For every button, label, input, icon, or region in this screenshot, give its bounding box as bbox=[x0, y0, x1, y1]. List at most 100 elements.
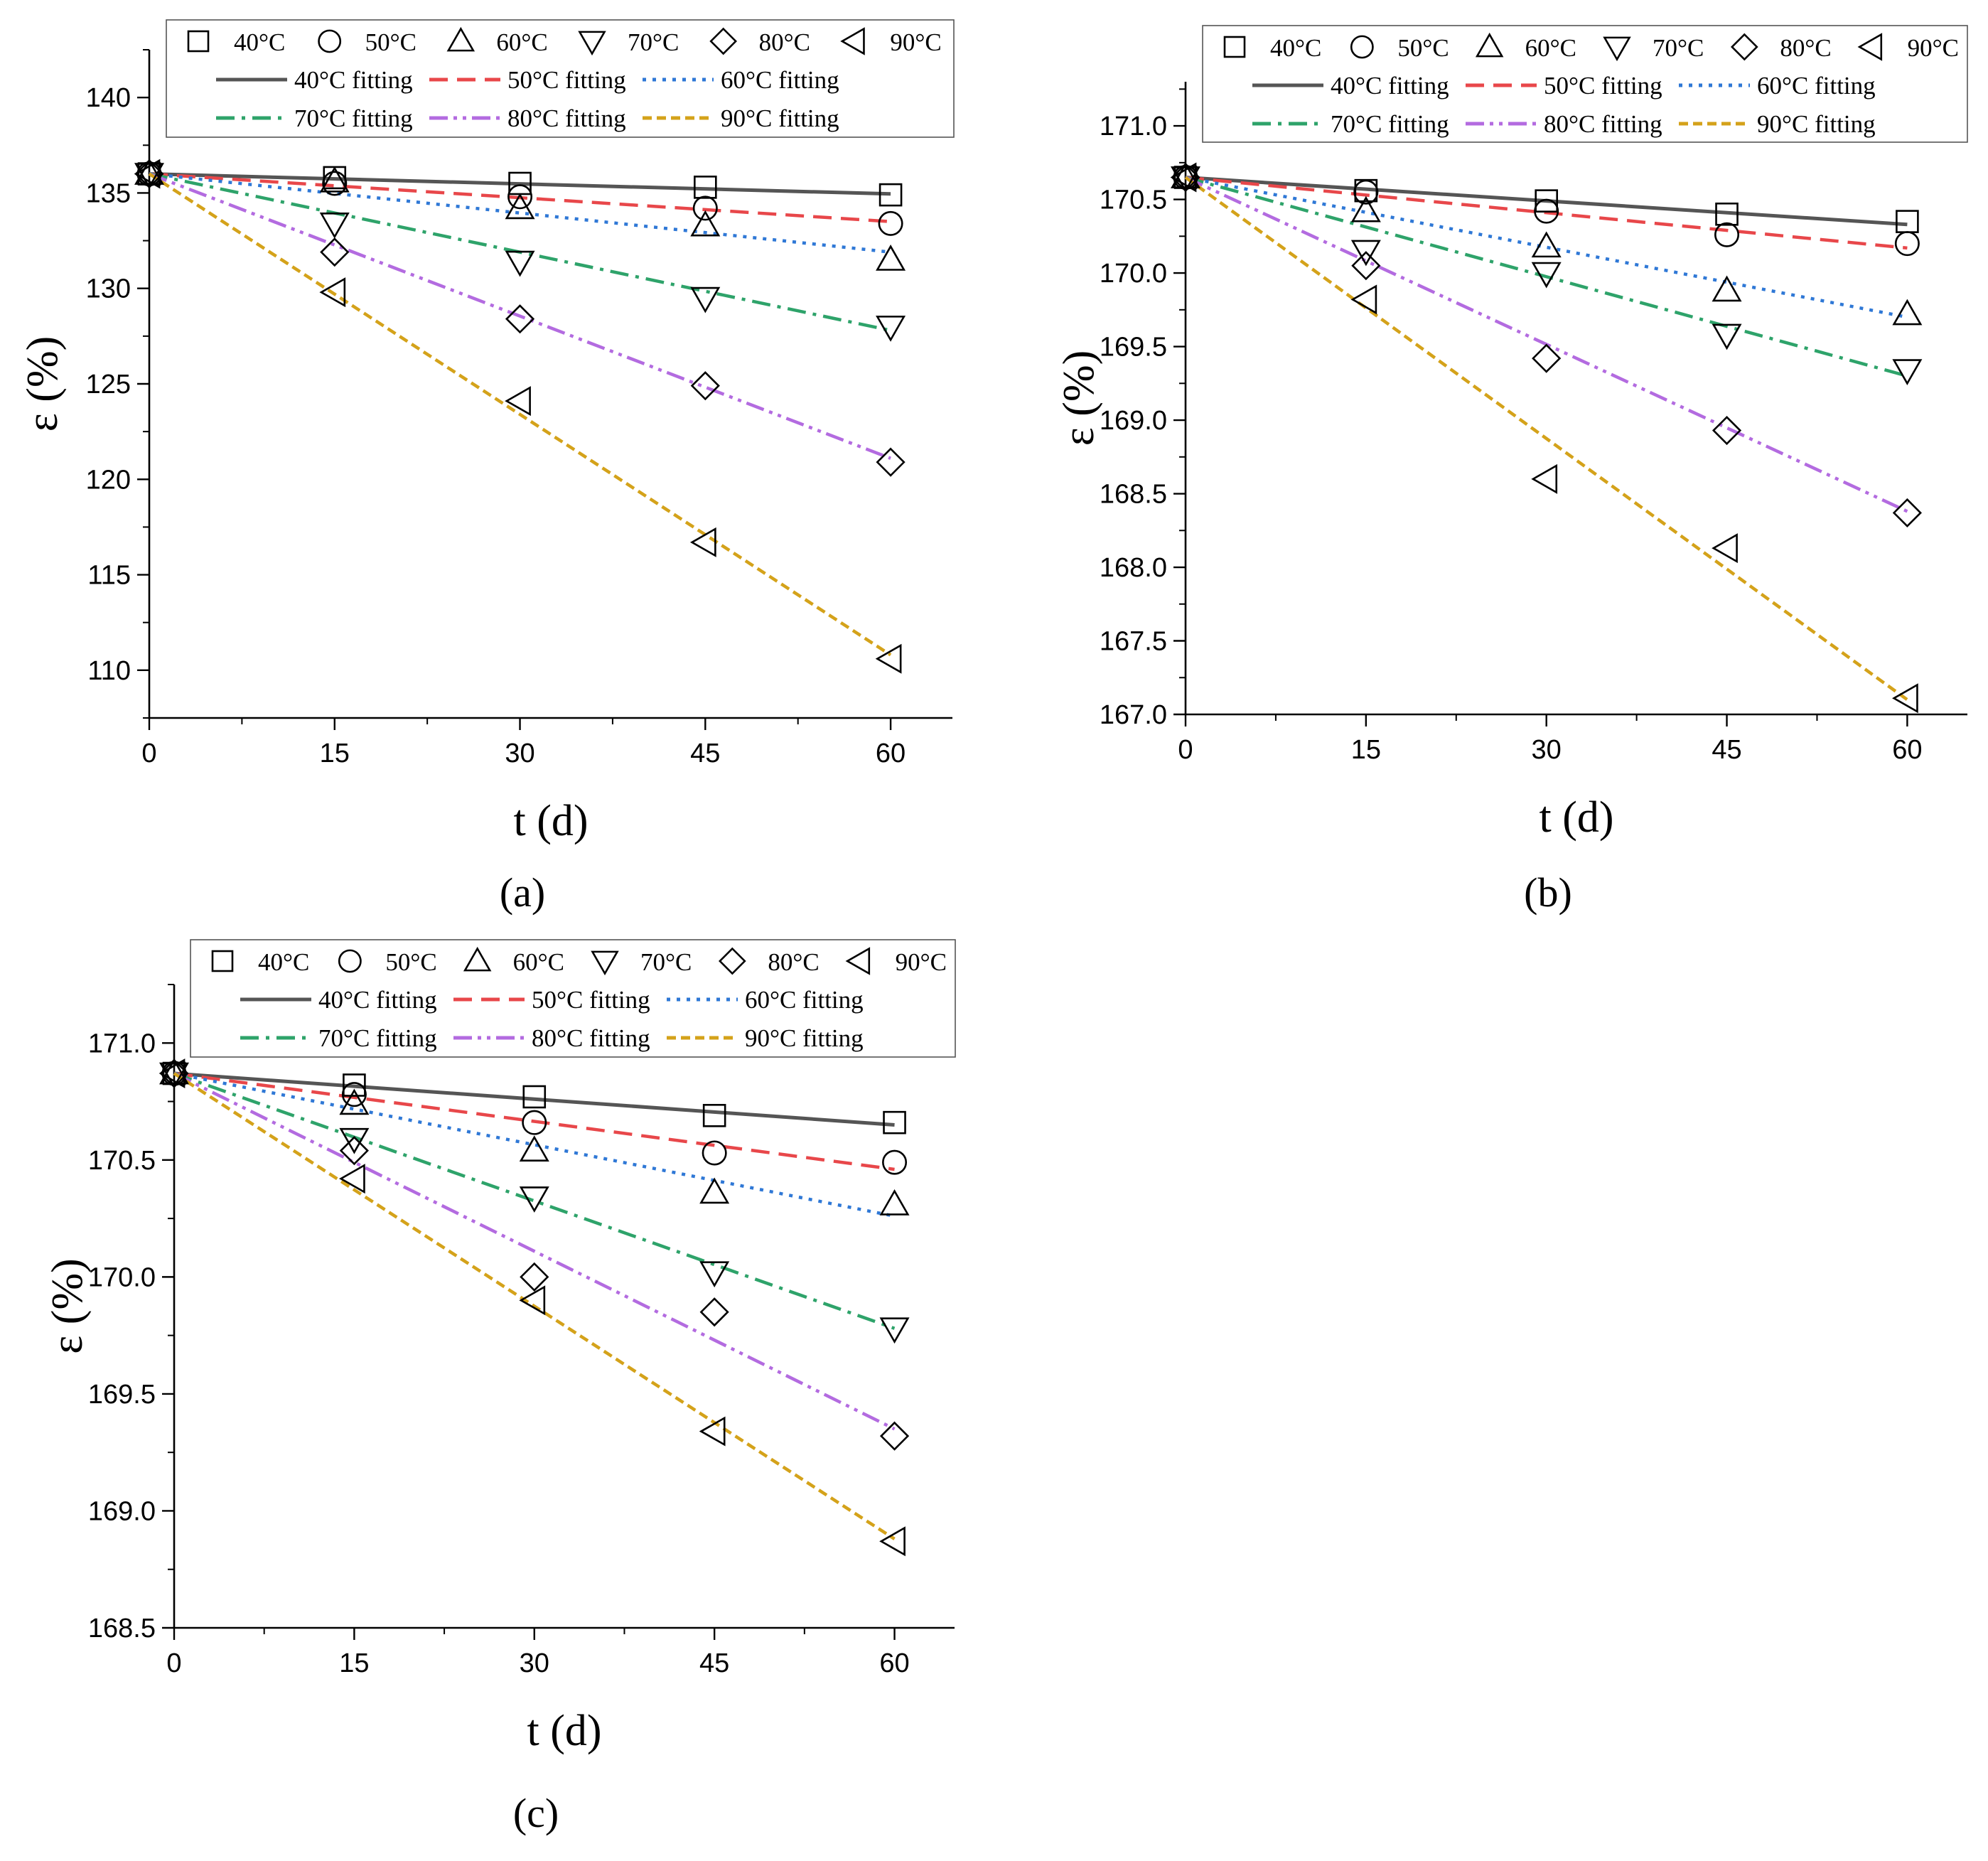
panel-label: (a) bbox=[500, 869, 545, 916]
data-point-60c bbox=[876, 245, 906, 271]
data-point-90c bbox=[879, 1526, 906, 1557]
legend-fit-label: 70°C fitting bbox=[294, 104, 413, 132]
legend-fit-label: 50°C fitting bbox=[1544, 72, 1662, 100]
data-point-80c bbox=[505, 304, 535, 334]
data-point-90c bbox=[875, 643, 902, 674]
y-tick-label: 135 bbox=[86, 178, 131, 208]
legend-marker-label: 90°C bbox=[1908, 34, 1959, 62]
legend-marker bbox=[211, 950, 234, 972]
y-axis-title: ε (%) bbox=[43, 1258, 92, 1353]
data-point-70c bbox=[319, 213, 350, 239]
y-axis-title: ε (%) bbox=[1055, 350, 1103, 446]
x-axis-title: t (d) bbox=[513, 797, 588, 845]
chart-panel-b: 0 15 30 45 60 167.0 167.5 168.0 168.5 169.0 169.5 1… bbox=[1055, 25, 1968, 916]
data-point-50c bbox=[692, 195, 718, 221]
data-point-90c bbox=[1712, 533, 1738, 564]
data-point-80c bbox=[879, 1421, 910, 1451]
data-point-80c bbox=[876, 447, 906, 477]
data-point-60c bbox=[1350, 195, 1381, 222]
data-point-50c bbox=[1894, 231, 1920, 257]
legend-marker bbox=[446, 26, 475, 52]
legend-fit-label: 50°C fitting bbox=[507, 66, 626, 94]
legend-marker bbox=[1350, 35, 1374, 59]
legend-marker bbox=[338, 949, 362, 973]
x-tick-label: 0 bbox=[1178, 735, 1193, 765]
fit-line-80c bbox=[173, 1072, 896, 1431]
legend-marker-label: 60°C bbox=[1525, 34, 1576, 62]
data-point-90c bbox=[1892, 683, 1918, 714]
y-tick-label: 115 bbox=[87, 561, 131, 591]
x-axis-title: t (d) bbox=[527, 1707, 601, 1755]
data-point-60c bbox=[1531, 231, 1562, 258]
legend-marker-label: 80°C bbox=[759, 28, 810, 56]
y-tick-label: 110 bbox=[87, 656, 131, 686]
legend-marker bbox=[578, 31, 606, 56]
data-point-60c bbox=[319, 166, 350, 193]
data-point-90c bbox=[134, 159, 161, 189]
legend-fit-label: 70°C fitting bbox=[1331, 110, 1449, 138]
y-tick-label: 171.0 bbox=[88, 1029, 156, 1058]
legend-fit-label: 70°C fitting bbox=[318, 1024, 437, 1052]
fit-line-50c bbox=[149, 172, 891, 223]
x-tick-label: 0 bbox=[141, 739, 156, 768]
y-tick-label: 120 bbox=[86, 465, 131, 495]
legend: 40°C 50°C 60°C 70°C 80°C 90°C 40°C fitting 50°C… bbox=[1202, 25, 1968, 143]
data-point-50c bbox=[507, 184, 533, 210]
data-point-70c bbox=[1892, 359, 1923, 386]
data-point-80c bbox=[699, 1297, 729, 1327]
legend-marker-label: 50°C bbox=[1397, 34, 1449, 62]
chart-panel-c: 0 15 30 45 60 168.5 169.0 169.5 170.0 170.5 171.0 t… bbox=[43, 939, 956, 1836]
data-point-90c bbox=[319, 277, 346, 308]
x-tick-label: 30 bbox=[505, 739, 534, 768]
legend-marker-label: 60°C bbox=[496, 28, 547, 56]
data-point-70c bbox=[876, 316, 906, 342]
x-tick-label: 15 bbox=[339, 1648, 369, 1678]
data-point-70c bbox=[339, 1127, 370, 1154]
data-point-40c bbox=[522, 1085, 547, 1109]
data-point-90c bbox=[505, 386, 531, 417]
data-point-80c bbox=[159, 1058, 189, 1088]
data-point-90c bbox=[689, 527, 716, 557]
legend-marker-label: 70°C bbox=[628, 28, 679, 56]
legend-marker-label: 40°C bbox=[1270, 34, 1321, 62]
data-point-50c bbox=[882, 1149, 908, 1175]
legend-fit-label: 60°C fitting bbox=[745, 986, 864, 1014]
data-point-50c bbox=[702, 1140, 727, 1166]
legend-fit-label: 90°C fitting bbox=[1757, 110, 1876, 138]
legend-marker-label: 80°C bbox=[768, 948, 819, 976]
data-point-90c bbox=[699, 1416, 726, 1447]
data-point-40c bbox=[343, 1073, 366, 1097]
legend-marker bbox=[840, 27, 865, 55]
fit-line-40c bbox=[1185, 176, 1908, 227]
legend-marker-label: 80°C bbox=[1780, 34, 1831, 62]
legend-marker-label: 90°C bbox=[896, 948, 947, 976]
data-point-90c bbox=[158, 1058, 186, 1089]
x-tick-label: 15 bbox=[320, 739, 350, 768]
data-point-80c bbox=[1532, 343, 1562, 373]
x-tick-label: 45 bbox=[1712, 735, 1741, 765]
data-point-70c bbox=[1171, 166, 1200, 193]
x-tick-label: 60 bbox=[876, 739, 906, 768]
data-point-90c bbox=[1170, 162, 1197, 193]
data-point-70c bbox=[690, 286, 721, 313]
data-point-50c bbox=[341, 1082, 367, 1108]
data-point-70c bbox=[505, 250, 535, 277]
data-point-80c bbox=[1892, 498, 1922, 528]
legend-marker bbox=[1475, 32, 1504, 58]
data-point-70c bbox=[134, 163, 164, 189]
x-axis-title: t (d) bbox=[1539, 793, 1613, 842]
x-tick-label: 30 bbox=[1532, 735, 1562, 765]
legend: 40°C 50°C 60°C 70°C 80°C 90°C 40°C fitting 50°C… bbox=[190, 939, 956, 1058]
fit-line-50c bbox=[173, 1071, 895, 1171]
data-point-40c bbox=[883, 1110, 906, 1135]
fit-line-50c bbox=[1185, 176, 1908, 250]
data-point-90c bbox=[1531, 463, 1558, 494]
fit-line-40c bbox=[149, 172, 891, 196]
legend-fit-label: 40°C fitting bbox=[294, 66, 413, 94]
fit-line-90c bbox=[1184, 176, 1908, 702]
data-point-40c bbox=[1535, 189, 1558, 213]
data-point-40c bbox=[879, 183, 903, 207]
y-tick-label: 170.0 bbox=[1100, 259, 1167, 289]
x-tick-label: 0 bbox=[166, 1648, 181, 1678]
data-point-50c bbox=[1714, 222, 1740, 247]
